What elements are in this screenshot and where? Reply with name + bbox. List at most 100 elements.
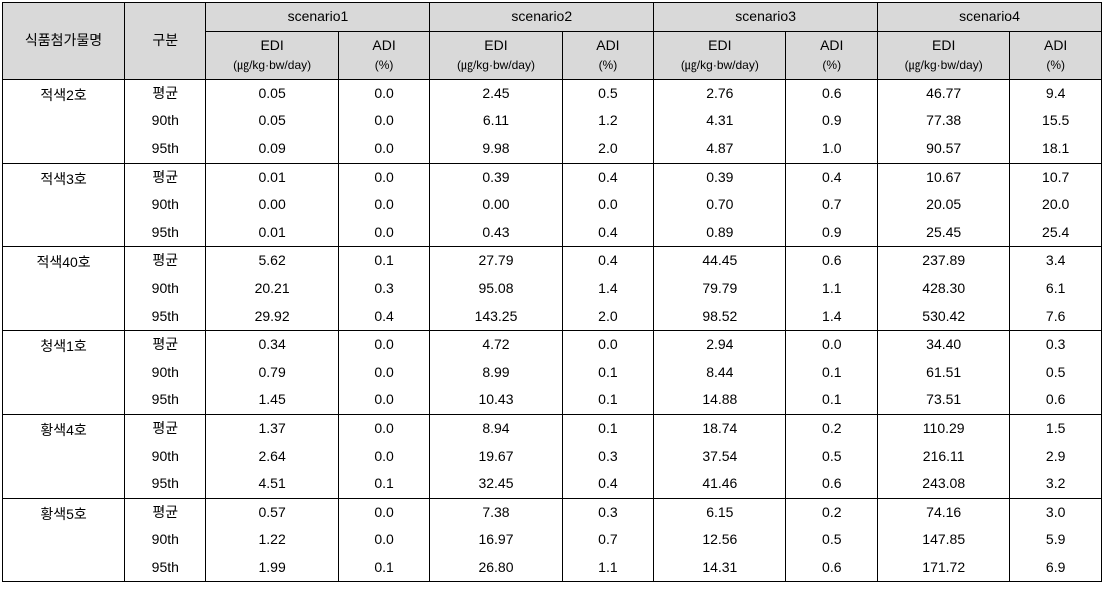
header-scenario2: scenario2 — [430, 3, 654, 32]
cell-value: 0.6 — [786, 79, 878, 107]
cell-value: 14.31 — [654, 554, 786, 582]
cell-value: 0.89 — [654, 219, 786, 247]
cell-value: 19.67 — [430, 443, 562, 471]
cell-value: 74.16 — [878, 498, 1010, 526]
cell-value: 9.98 — [430, 135, 562, 163]
table-row: 90th0.050.06.111.24.310.977.3815.5 — [3, 107, 1102, 135]
cell-value: 6.11 — [430, 107, 562, 135]
header-scenario3: scenario3 — [654, 3, 878, 32]
cell-value: 95.08 — [430, 275, 562, 303]
adi-label: ADI — [820, 37, 843, 53]
sub-label: 95th — [125, 219, 206, 247]
header-scenario1: scenario1 — [206, 3, 430, 32]
table-row: 황색4호평균1.370.08.940.118.740.2110.291.5 — [3, 414, 1102, 442]
edi-unit: (㎍/kg·bw/day) — [233, 58, 311, 72]
sub-label: 95th — [125, 386, 206, 414]
cell-value: 20.05 — [878, 191, 1010, 219]
cell-value: 0.3 — [338, 275, 430, 303]
cell-value: 25.45 — [878, 219, 1010, 247]
cell-value: 1.1 — [562, 554, 654, 582]
cell-value: 20.0 — [1010, 191, 1102, 219]
cell-value: 0.6 — [786, 247, 878, 275]
cell-value: 10.43 — [430, 386, 562, 414]
cell-value: 0.4 — [562, 219, 654, 247]
sub-label: 90th — [125, 359, 206, 387]
cell-value: 0.0 — [338, 526, 430, 554]
header-s4-adi: ADI(%) — [1010, 31, 1102, 79]
sub-label: 평균 — [125, 247, 206, 275]
cell-value: 6.15 — [654, 498, 786, 526]
sub-label: 90th — [125, 191, 206, 219]
cell-value: 0.5 — [562, 79, 654, 107]
header-s2-edi: EDI(㎍/kg·bw/day) — [430, 31, 562, 79]
cell-value: 2.76 — [654, 79, 786, 107]
cell-value: 1.5 — [1010, 414, 1102, 442]
cell-value: 0.1 — [786, 359, 878, 387]
table-row: 95th4.510.132.450.441.460.6243.083.2 — [3, 470, 1102, 498]
sub-label: 90th — [125, 107, 206, 135]
cell-value: 0.34 — [206, 331, 338, 359]
cell-value: 0.5 — [786, 526, 878, 554]
cell-value: 147.85 — [878, 526, 1010, 554]
cell-value: 0.9 — [786, 107, 878, 135]
header-s4-edi: EDI(㎍/kg·bw/day) — [878, 31, 1010, 79]
cell-value: 0.0 — [338, 414, 430, 442]
cell-value: 34.40 — [878, 331, 1010, 359]
sub-label: 평균 — [125, 163, 206, 191]
cell-value: 98.52 — [654, 303, 786, 331]
cell-value: 1.99 — [206, 554, 338, 582]
table-row: 90th2.640.019.670.337.540.5216.112.9 — [3, 443, 1102, 471]
cell-value: 0.43 — [430, 219, 562, 247]
cell-value: 0.6 — [1010, 386, 1102, 414]
table-row: 95th0.010.00.430.40.890.925.4525.4 — [3, 219, 1102, 247]
table-row: 90th0.790.08.990.18.440.161.510.5 — [3, 359, 1102, 387]
cell-value: 9.4 — [1010, 79, 1102, 107]
cell-value: 79.79 — [654, 275, 786, 303]
cell-value: 0.1 — [338, 554, 430, 582]
cell-value: 110.29 — [878, 414, 1010, 442]
cell-value: 0.0 — [338, 79, 430, 107]
cell-value: 1.1 — [786, 275, 878, 303]
cell-value: 530.42 — [878, 303, 1010, 331]
cell-value: 0.5 — [1010, 359, 1102, 387]
table-row: 95th1.450.010.430.114.880.173.510.6 — [3, 386, 1102, 414]
cell-value: 0.0 — [338, 386, 430, 414]
edi-label: EDI — [260, 37, 283, 53]
adi-label: ADI — [372, 37, 395, 53]
cell-value: 37.54 — [654, 443, 786, 471]
cell-value: 0.2 — [786, 498, 878, 526]
cell-value: 0.4 — [338, 303, 430, 331]
cell-value: 0.3 — [1010, 331, 1102, 359]
adi-unit: (%) — [599, 58, 618, 72]
cell-value: 1.2 — [562, 107, 654, 135]
cell-value: 0.09 — [206, 135, 338, 163]
cell-value: 0.0 — [338, 443, 430, 471]
cell-value: 2.0 — [562, 135, 654, 163]
table-header: 식품첨가물명 구분 scenario1 scenario2 scenario3 … — [3, 3, 1102, 80]
cell-value: 243.08 — [878, 470, 1010, 498]
cell-value: 0.70 — [654, 191, 786, 219]
cell-value: 0.0 — [338, 191, 430, 219]
cell-value: 10.7 — [1010, 163, 1102, 191]
table-row: 90th1.220.016.970.712.560.5147.855.9 — [3, 526, 1102, 554]
cell-value: 6.1 — [1010, 275, 1102, 303]
sub-label: 95th — [125, 470, 206, 498]
cell-value: 0.0 — [338, 498, 430, 526]
edi-unit: (㎍/kg·bw/day) — [457, 58, 535, 72]
sub-label: 평균 — [125, 331, 206, 359]
cell-value: 46.77 — [878, 79, 1010, 107]
table-row: 적색2호평균0.050.02.450.52.760.646.779.4 — [3, 79, 1102, 107]
cell-value: 5.9 — [1010, 526, 1102, 554]
adi-label: ADI — [1044, 37, 1067, 53]
cell-value: 7.38 — [430, 498, 562, 526]
cell-value: 0.1 — [562, 386, 654, 414]
cell-value: 8.44 — [654, 359, 786, 387]
cell-value: 73.51 — [878, 386, 1010, 414]
header-s2-adi: ADI(%) — [562, 31, 654, 79]
cell-value: 0.57 — [206, 498, 338, 526]
cell-value: 0.0 — [786, 331, 878, 359]
cell-value: 61.51 — [878, 359, 1010, 387]
header-s3-adi: ADI(%) — [786, 31, 878, 79]
cell-value: 0.79 — [206, 359, 338, 387]
adi-unit: (%) — [375, 58, 394, 72]
